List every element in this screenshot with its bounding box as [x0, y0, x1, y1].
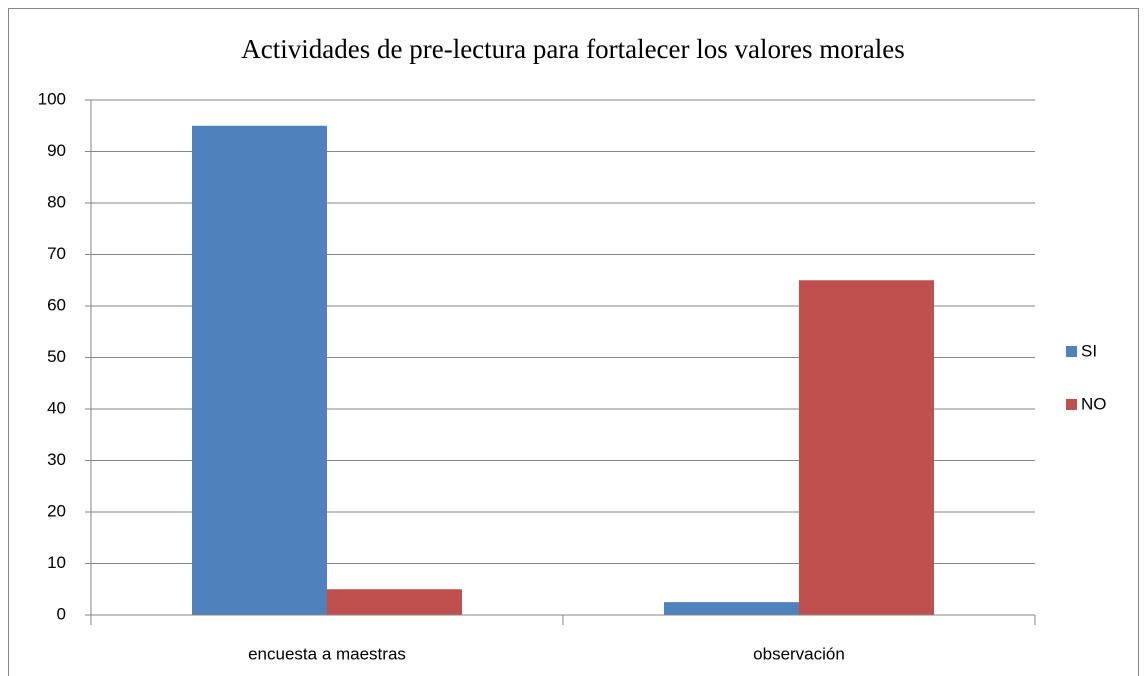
bar — [192, 125, 327, 615]
y-tick-label: 100 — [38, 89, 66, 108]
y-tick-label: 50 — [47, 347, 66, 366]
chart-frame — [8, 8, 1139, 676]
y-tick-label: 90 — [47, 141, 66, 160]
y-tick-label: 60 — [47, 295, 66, 314]
bar — [327, 589, 462, 615]
chart-title: Actividades de pre-lectura para fortalec… — [241, 34, 904, 64]
bar — [799, 280, 934, 615]
legend-label: SI — [1081, 341, 1097, 360]
y-tick-label: 10 — [47, 553, 66, 572]
legend-swatch — [1066, 346, 1077, 357]
y-tick-label: 40 — [47, 398, 66, 417]
y-tick-label: 20 — [47, 501, 66, 520]
legend-swatch — [1066, 399, 1077, 410]
y-tick-label: 70 — [47, 244, 66, 263]
y-tick-label: 80 — [47, 192, 66, 211]
x-tick-label: observación — [753, 644, 845, 663]
bar — [664, 602, 799, 615]
x-tick-label: encuesta a maestras — [248, 644, 406, 663]
y-tick-label: 30 — [47, 450, 66, 469]
y-tick-label: 0 — [57, 604, 66, 623]
legend-label: NO — [1081, 394, 1107, 413]
